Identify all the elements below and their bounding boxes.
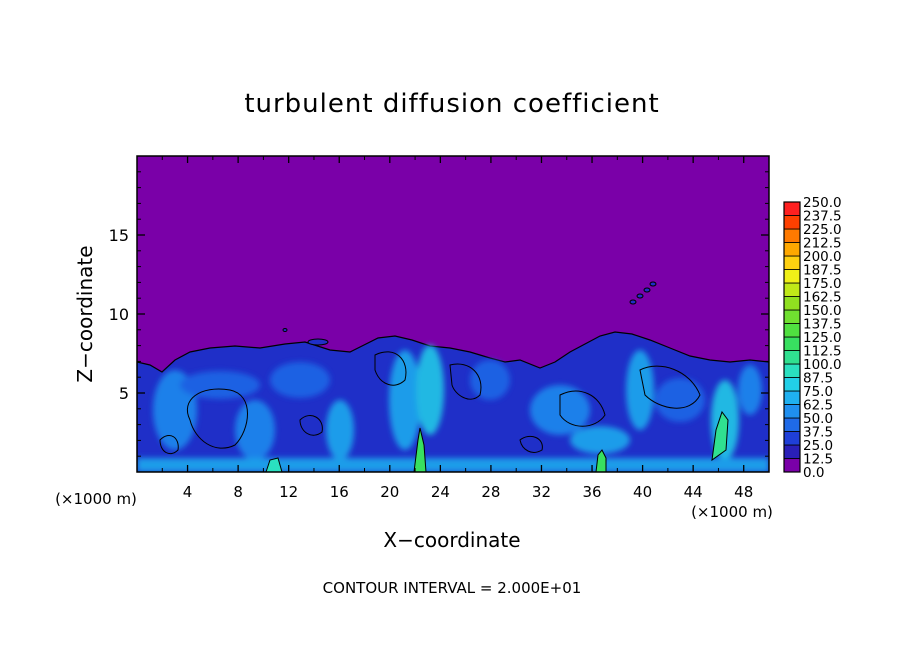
x-tick-label: 40 xyxy=(633,483,652,501)
colorbar-swatch xyxy=(783,377,801,392)
z-unit-label: (×1000 m) xyxy=(55,490,137,508)
hotspot-1 xyxy=(413,427,427,472)
x-tick-label: 48 xyxy=(734,483,753,501)
colorbar: 0.012.525.037.550.062.575.087.5100.0112.… xyxy=(783,195,842,481)
colorbar-swatch xyxy=(783,323,801,338)
x-axis-label: X−coordinate xyxy=(383,528,520,552)
colorbar-label: 37.5 xyxy=(803,425,833,441)
colorbar-label: 62.5 xyxy=(803,398,833,414)
colorbar-swatch xyxy=(783,444,801,459)
x-unit-label: (×1000 m) xyxy=(691,503,773,521)
colorbar-label: 87.5 xyxy=(803,371,833,387)
hotspot-2 xyxy=(595,449,607,472)
x-tick-label: 44 xyxy=(684,483,703,501)
colorbar-swatch xyxy=(783,363,801,378)
eddy-8 xyxy=(470,360,510,400)
colorbar-frame xyxy=(783,201,801,473)
y-axis: 5 10 15 xyxy=(109,171,769,457)
eddy-12 xyxy=(655,378,705,422)
colorbar-swatch xyxy=(783,417,801,432)
colorbar-label: 100.0 xyxy=(803,357,842,373)
contour-interval-note: CONTOUR INTERVAL = 2.000E+01 xyxy=(323,579,582,597)
colorbar-label: 112.5 xyxy=(803,344,842,360)
colorbar-swatch xyxy=(783,404,801,419)
eddy-10 xyxy=(570,426,630,454)
chart-title: turbulent diffusion coefficient xyxy=(244,89,659,119)
colorbar-label: 237.5 xyxy=(803,209,842,225)
colorbar-swatch xyxy=(783,336,801,351)
eddy-4 xyxy=(270,362,330,398)
eddy-2 xyxy=(180,371,260,399)
colorbar-label: 187.5 xyxy=(803,263,842,279)
x-tick-label: 12 xyxy=(279,483,298,501)
colorbar-label: 175.0 xyxy=(803,276,842,292)
y-tick-label: 10 xyxy=(109,305,129,324)
x-tick-label: 8 xyxy=(233,483,243,501)
y-axis-label: Z−coordinate xyxy=(73,245,97,382)
x-tick-label: 32 xyxy=(532,483,551,501)
hotspot-4 xyxy=(265,457,283,472)
colorbar-label: 125.0 xyxy=(803,330,842,346)
colorbar-swatch xyxy=(783,228,801,243)
colorbar-label: 75.0 xyxy=(803,384,833,400)
x-tick-label: 20 xyxy=(380,483,399,501)
plot-area xyxy=(136,155,770,473)
colorbar-swatch xyxy=(783,282,801,297)
colorbar-swatch xyxy=(783,242,801,257)
colorbar-swatch xyxy=(783,296,801,311)
colorbar-label: 150.0 xyxy=(803,303,842,319)
x-tick-label: 16 xyxy=(330,483,349,501)
x-tick-label: 24 xyxy=(431,483,450,501)
y-tick-label: 5 xyxy=(119,384,129,403)
colorbar-label: 162.5 xyxy=(803,290,842,306)
colorbar-label: 137.5 xyxy=(803,317,842,333)
colorbar-swatch xyxy=(783,431,801,446)
eddy-11 xyxy=(626,350,654,430)
colorbar-swatch xyxy=(783,255,801,270)
colorbar-label: 200.0 xyxy=(803,249,842,265)
x-tick-label: 28 xyxy=(481,483,500,501)
colorbar-label: 250.0 xyxy=(803,195,842,211)
turbulence-field xyxy=(137,281,769,472)
upper-contours xyxy=(282,281,657,346)
colorbar-label: 225.0 xyxy=(803,222,842,238)
colorbar-swatch xyxy=(783,458,801,473)
colorbar-label: 12.5 xyxy=(803,452,833,468)
eddy-5 xyxy=(326,400,354,460)
colorbar-label: 212.5 xyxy=(803,236,842,252)
x-axis: 4 8 12 16 20 24 28 32 36 40 44 48 xyxy=(161,156,753,501)
y-tick-label: 15 xyxy=(109,226,129,245)
colorbar-swatch xyxy=(783,269,801,284)
colorbar-swatch xyxy=(783,201,801,216)
x-tick-label: 36 xyxy=(582,483,601,501)
eddy-6 xyxy=(389,350,421,450)
colorbar-label: 25.0 xyxy=(803,438,833,454)
colorbar-label: 0.0 xyxy=(803,465,824,481)
colorbar-swatch xyxy=(783,390,801,405)
eddy-7 xyxy=(416,345,444,435)
x-tick-label: 4 xyxy=(183,483,193,501)
contour-lines xyxy=(159,351,701,455)
eddy-3 xyxy=(235,400,275,460)
colorbar-swatch xyxy=(783,309,801,324)
eddy-14 xyxy=(738,365,762,415)
colorbar-label: 50.0 xyxy=(803,411,833,427)
colorbar-swatch xyxy=(783,350,801,365)
surface-layer xyxy=(137,458,769,472)
colorbar-swatch xyxy=(783,215,801,230)
hotspot-3 xyxy=(711,410,729,462)
